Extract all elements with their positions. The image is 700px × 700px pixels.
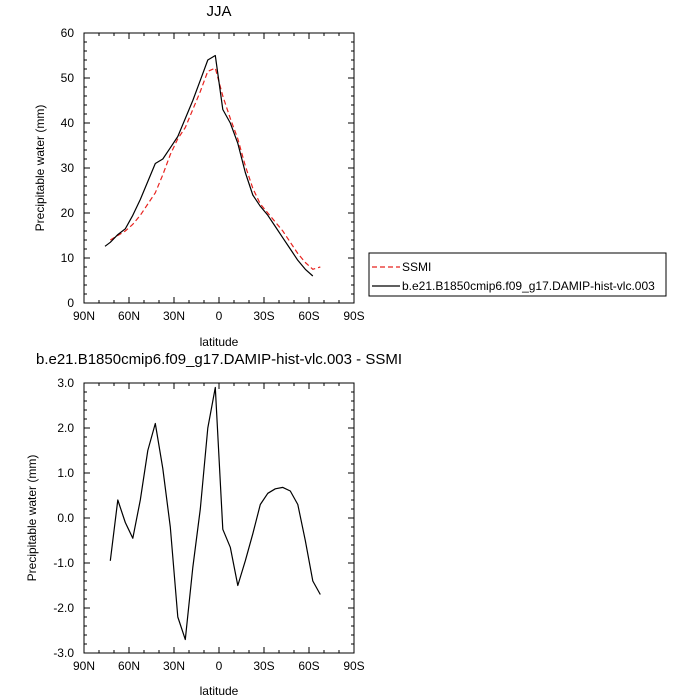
chart-bottom-xtick-label: 60N [118,659,140,673]
chart-top-ytick-label: 10 [61,251,75,265]
chart-top-legend: SSMI b.e21.B1850cmip6.f09_g17.DAMIP-hist… [368,252,667,297]
chart-bottom-ylabel-text: Precipitable water (mm) [25,455,39,582]
chart-top-xtick-label: 60N [118,309,140,323]
chart-top: JJA Precipitable water (mm) latitude 90N… [33,3,667,349]
chart-top-frame [83,32,355,304]
chart-top-ytick-label: 40 [61,116,75,130]
chart-bottom-xtick-label: 60S [298,659,319,673]
chart-top-ytick-label: 60 [61,26,75,40]
chart-bottom-ytick-label: -3.0 [53,646,74,660]
chart-top-series-ssmi-line [109,67,321,270]
chart-top-series-group [104,54,321,277]
chart-top-xtick-label: 60S [298,309,319,323]
legend-label-model: b.e21.B1850cmip6.f09_g17.DAMIP-hist-vlc.… [402,279,655,293]
chart-top-xtick-label: 0 [216,309,223,323]
chart-top-xtick-label: 90N [73,309,95,323]
chart-bottom-xtick-label: 30N [163,659,185,673]
chart-bottom-xtick-label: 90S [343,659,364,673]
chart-top-axes: 90N 60N 30N 0 30S 60S 90S 0 10 20 30 40 50 60 [61,26,365,323]
chart-top-xlabel: latitude [200,335,239,349]
chart-top-series-model-line [104,54,314,277]
chart-bottom-ytick-label: 2.0 [57,421,74,435]
chart-top-ylabel-text: Precipitable water (mm) [33,105,47,232]
chart-top-xtick-label: 30N [163,309,185,323]
legend-box [368,252,667,297]
chart-top-ytick-label: 50 [61,71,75,85]
chart-bottom-series-difference-line [109,386,321,641]
chart-bottom-ylabel: Precipitable water (mm) [25,455,39,582]
chart-top-ytick-label: 30 [61,161,75,175]
chart-bottom-ytick-label: 3.0 [57,376,74,390]
chart-top-xtick-label: 90S [343,309,364,323]
legend-label-ssmi: SSMI [402,260,431,274]
chart-bottom-ytick-label: -1.0 [53,556,74,570]
chart-top-ytick-label: 20 [61,206,75,220]
chart-top-title: JJA [206,3,231,20]
chart-bottom-xtick-label: 90N [73,659,95,673]
chart-bottom-title: b.e21.B1850cmip6.f09_g17.DAMIP-hist-vlc.… [36,351,402,368]
chart-bottom-xlabel: latitude [200,684,239,698]
chart-bottom: b.e21.B1850cmip6.f09_g17.DAMIP-hist-vlc.… [25,351,402,698]
chart-top-ylabel: Precipitable water (mm) [33,105,47,232]
chart-bottom-ytick-label: 0.0 [57,511,74,525]
chart-top-ytick-label: 0 [67,296,74,310]
chart-bottom-series-group [109,386,321,641]
chart-bottom-frame [83,382,355,654]
chart-top-xtick-label: 30S [253,309,274,323]
chart-bottom-ytick-label: -2.0 [53,601,74,615]
chart-bottom-ytick-label: 1.0 [57,466,74,480]
chart-bottom-xtick-label: 30S [253,659,274,673]
chart-bottom-xtick-label: 0 [216,659,223,673]
